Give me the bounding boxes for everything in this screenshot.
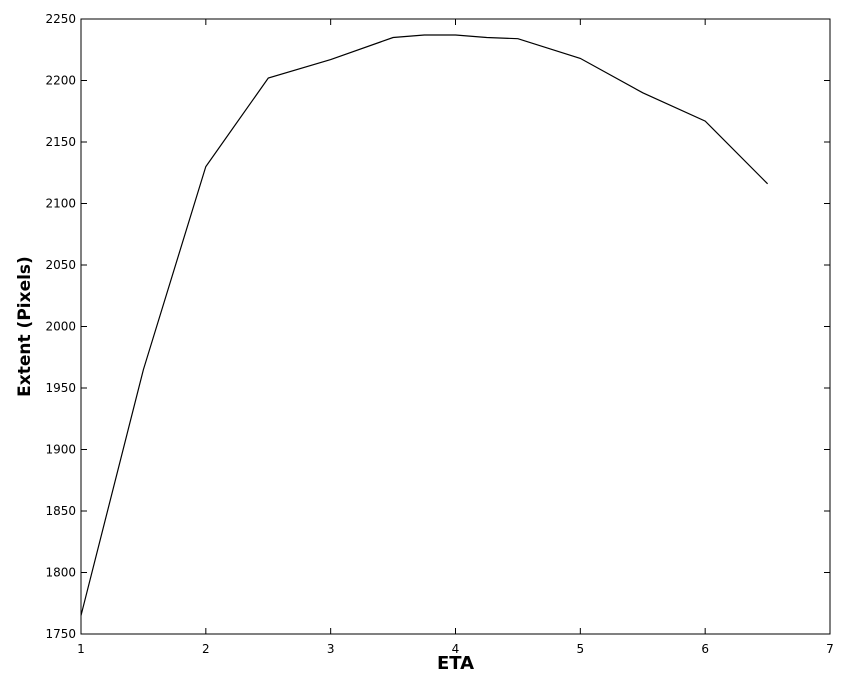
y-tick-label: 1800 [45,566,76,580]
y-tick-label: 2000 [45,320,76,334]
x-tick-label: 7 [826,642,834,656]
x-tick-label: 4 [452,642,460,656]
y-axis-label: Extent (Pixels) [15,256,35,397]
y-tick-label: 1750 [45,627,76,641]
y-tick-label: 1900 [45,443,76,457]
x-axis-ticks: 1 2 3 4 5 6 7 [77,19,834,656]
y-tick-label: 2250 [45,12,76,26]
y-tick-label: 2100 [45,197,76,211]
y-tick-label: 2200 [45,74,76,88]
y-tick-label: 2050 [45,258,76,272]
x-tick-label: 6 [701,642,709,656]
y-tick-label: 1950 [45,381,76,395]
x-tick-label: 1 [77,642,85,656]
x-tick-label: 5 [577,642,585,656]
y-tick-label: 1850 [45,504,76,518]
plot-area-frame [80,18,831,635]
series-layer [80,34,769,616]
y-axis-ticks: 1750 1800 1850 1900 1950 2000 2050 2100 2150 2200… [45,12,830,641]
data-series-line [80,34,769,616]
x-tick-label: 2 [202,642,210,656]
x-tick-label: 3 [327,642,335,656]
x-axis-label: ETA [437,653,474,674]
y-tick-label: 2150 [45,135,76,149]
